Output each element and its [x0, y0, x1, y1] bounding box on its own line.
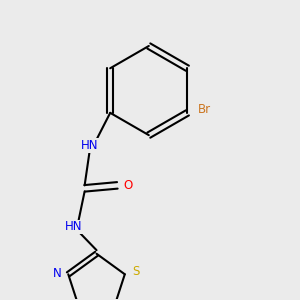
Text: HN: HN [65, 220, 83, 233]
Text: S: S [132, 265, 139, 278]
Text: HN: HN [81, 139, 98, 152]
Text: Br: Br [197, 103, 211, 116]
Text: N: N [53, 267, 62, 280]
Text: O: O [123, 179, 133, 192]
